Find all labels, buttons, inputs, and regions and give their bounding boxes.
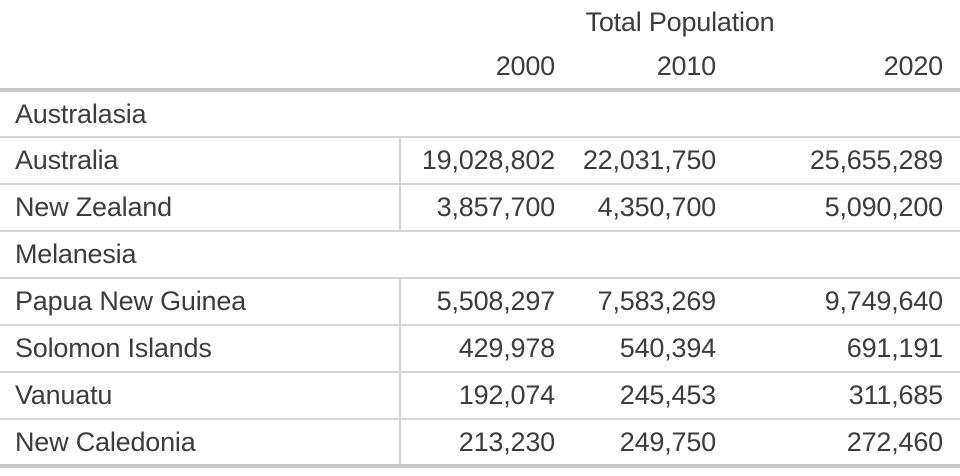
population-value-2020: 5,090,200	[733, 184, 960, 232]
population-value-2000: 192,074	[400, 372, 572, 420]
country-name: New Zealand	[0, 184, 401, 232]
section-row-australasia: Australasia	[0, 90, 960, 138]
population-value-2020: 311,685	[733, 372, 960, 420]
table-row-australia: Australia 19,028,802 22,031,750 25,655,2…	[0, 137, 960, 185]
country-name: Australia	[0, 137, 401, 185]
population-value-2020: 25,655,289	[733, 137, 960, 185]
table-row-new-zealand: New Zealand 3,857,700 4,350,700 5,090,20…	[0, 184, 960, 232]
col-header-2010: 2010	[572, 45, 733, 92]
population-value-2010: 540,394	[572, 325, 733, 373]
col-header-2000: 2000	[400, 45, 572, 92]
table-row-solomon-islands: Solomon Islands 429,978 540,394 691,191	[0, 325, 960, 373]
country-name: Papua New Guinea	[0, 278, 401, 326]
population-value-2000: 429,978	[400, 325, 572, 373]
population-value-2010: 245,453	[572, 372, 733, 420]
population-value-2000: 3,857,700	[400, 184, 572, 232]
population-value-2010: 22,031,750	[572, 137, 733, 185]
population-value-2000: 213,230	[400, 419, 572, 468]
section-row-melanesia: Melanesia	[0, 231, 960, 279]
table-body: Australasia Australia 19,028,802 22,031,…	[0, 90, 960, 468]
table-row-vanuatu: Vanuatu 192,074 245,453 311,685	[0, 372, 960, 420]
table-title: Total Population	[585, 7, 775, 37]
table-header: Total Population 2000 2010 2020	[0, 0, 960, 92]
table-row-new-caledonia: New Caledonia 213,230 249,750 272,460	[0, 419, 960, 468]
corner-spacer	[0, 0, 400, 45]
population-value-2000: 19,028,802	[400, 137, 572, 185]
population-value-2010: 4,350,700	[572, 184, 733, 232]
population-value-2010: 7,583,269	[572, 278, 733, 326]
col-header-2020: 2020	[733, 45, 960, 92]
country-name: Vanuatu	[0, 372, 401, 420]
table-row-papua-new-guinea: Papua New Guinea 5,508,297 7,583,269 9,7…	[0, 278, 960, 326]
population-value-2020: 691,191	[733, 325, 960, 373]
country-name: New Caledonia	[0, 419, 401, 468]
section-label: Melanesia	[0, 231, 960, 279]
column-header-row: 2000 2010 2020	[0, 45, 960, 92]
population-value-2020: 9,749,640	[733, 278, 960, 326]
section-label: Australasia	[0, 90, 960, 138]
population-value-2020: 272,460	[733, 419, 960, 468]
population-value-2010: 249,750	[572, 419, 733, 468]
title-row: Total Population	[0, 0, 960, 45]
population-value-2000: 5,508,297	[400, 278, 572, 326]
country-name: Solomon Islands	[0, 325, 401, 373]
row-label-header-spacer	[0, 45, 400, 92]
